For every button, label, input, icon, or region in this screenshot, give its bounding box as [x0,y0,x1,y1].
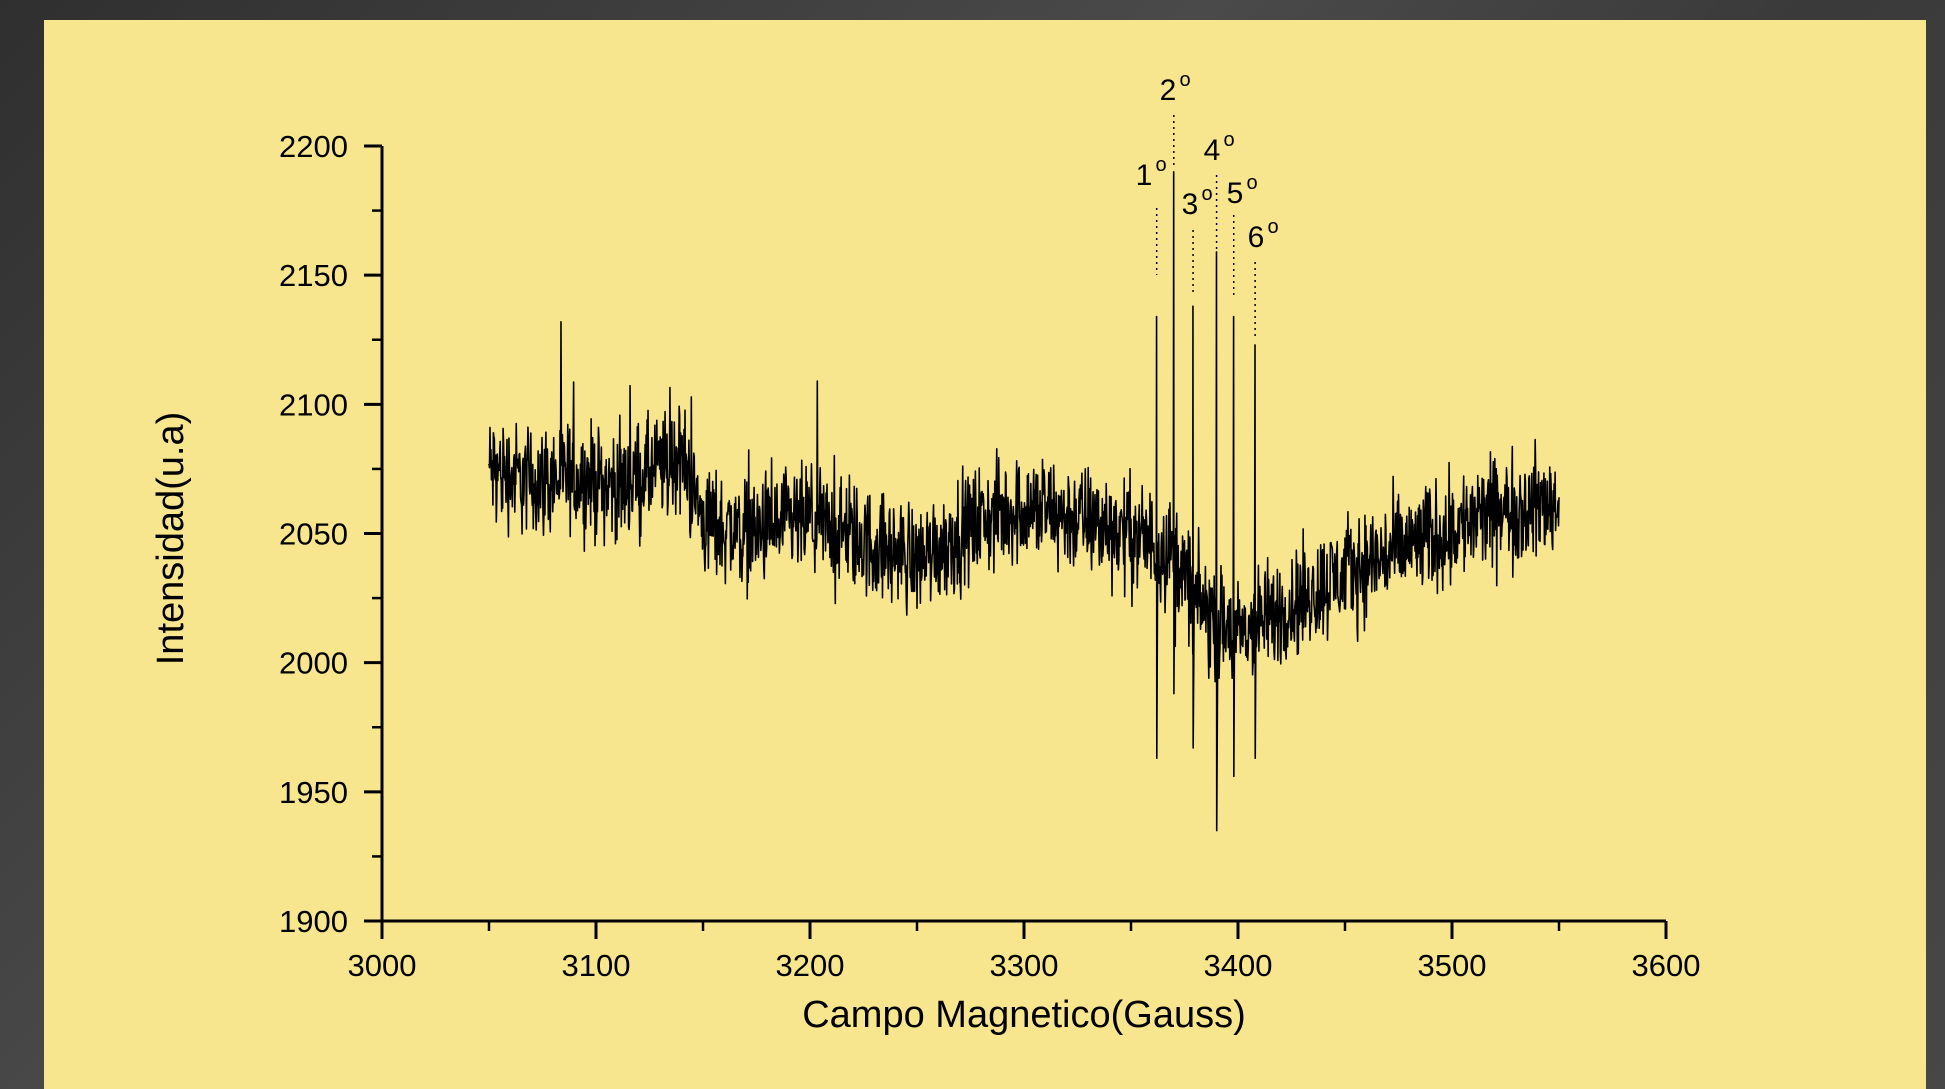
spectrum-line [488,171,1560,832]
peak-label-1: 1 [1136,159,1153,192]
y-tick-label: 1950 [279,775,348,810]
y-axis-title: Intensidad(u.a) [150,412,192,666]
peak-label-5: 5 [1227,177,1244,210]
y-tick-label: 2100 [279,387,348,422]
x-axis-ticks: 3000 3100 3200 3300 3400 3500 3600 [348,921,1701,983]
x-tick-label: 3100 [562,948,631,983]
x-tick-label: 3300 [990,948,1059,983]
y-tick-label: 2200 [279,129,348,164]
x-tick-label: 3000 [348,948,417,983]
chart-panel [44,20,1926,1089]
x-tick-label: 3600 [1632,948,1701,983]
peak-label-3: 3 [1182,188,1199,221]
peak-annotations: 1 o2 o3 o4 o5 o6 o [1136,69,1279,340]
x-tick-label: 3500 [1418,948,1487,983]
series [488,171,1560,832]
y-axis-ticks: 1900 1950 2000 2050 2100 2150 2200 [279,129,382,939]
peak-label-sup-4: o [1223,129,1234,151]
peak-label-sup-5: o [1246,172,1257,194]
x-tick-label: 3200 [776,948,845,983]
peak-label-sup-6: o [1267,216,1278,238]
peak-label-6: 6 [1248,221,1265,254]
peak-label-sup-2: o [1179,69,1190,91]
peak-label-2: 2 [1160,74,1177,107]
x-axis-title: Campo Magnetico(Gauss) [802,994,1246,1036]
peak-label-sup-3: o [1201,183,1212,205]
peak-label-sup-1: o [1155,154,1166,176]
peak-label-4: 4 [1204,134,1221,167]
y-tick-label: 2000 [279,646,348,681]
y-tick-label: 2050 [279,517,348,552]
y-tick-label: 1900 [279,904,348,939]
y-tick-label: 2150 [279,258,348,293]
x-tick-label: 3400 [1204,948,1273,983]
